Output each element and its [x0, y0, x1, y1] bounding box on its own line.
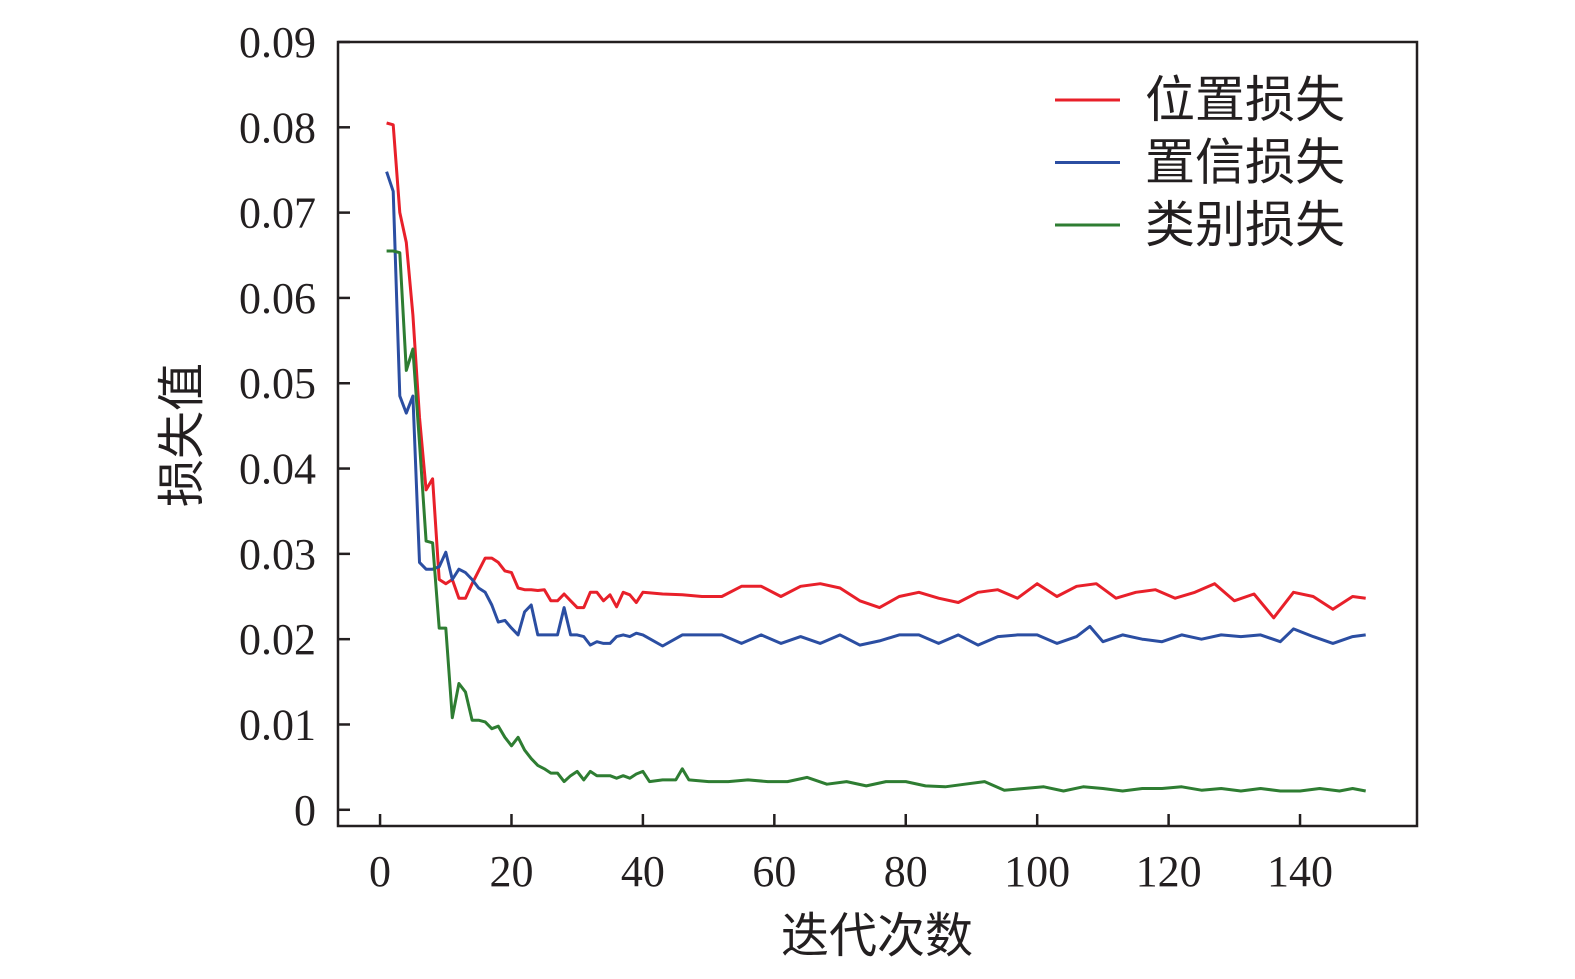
legend-label-2: 类别损失 — [1145, 197, 1345, 253]
plot-frame — [336, 40, 1419, 828]
x-tick-label: 120 — [1136, 847, 1202, 896]
x-tick-label: 140 — [1267, 847, 1333, 896]
y-tick-label: 0.05 — [239, 359, 316, 408]
x-tick-label: 40 — [621, 847, 665, 896]
x-tick-label: 60 — [752, 847, 796, 896]
series-line-1 — [385, 171, 1366, 648]
y-tick-label: 0.08 — [239, 103, 316, 152]
legend-label-1: 置信损失 — [1145, 135, 1345, 191]
y-tick-label: 0.02 — [239, 615, 316, 664]
x-tick-label: 0 — [369, 847, 391, 896]
y-tick-label: 0.01 — [239, 700, 316, 749]
y-tick-label: 0.03 — [239, 530, 316, 579]
x-axis-label: 迭代次数 — [781, 910, 973, 963]
y-tick-label: 0.07 — [239, 189, 316, 238]
series-line-2 — [386, 249, 1366, 793]
y-tick-label: 0.04 — [239, 445, 316, 494]
y-tick-label: 0.09 — [239, 18, 316, 67]
series-line-0 — [386, 121, 1366, 620]
y-tick-label: 0 — [294, 786, 316, 835]
y-axis-label: 损失值 — [156, 363, 209, 507]
legend-label-0: 位置损失 — [1145, 72, 1345, 128]
x-tick-label: 80 — [884, 847, 928, 896]
x-tick-label: 20 — [489, 847, 533, 896]
x-tick-label: 100 — [1004, 847, 1070, 896]
y-tick-label: 0.06 — [239, 274, 316, 323]
